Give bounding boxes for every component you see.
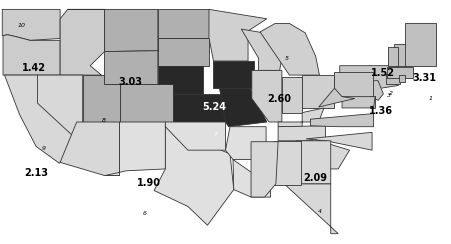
Polygon shape bbox=[233, 160, 271, 197]
Polygon shape bbox=[388, 47, 398, 66]
Text: 8: 8 bbox=[102, 118, 106, 123]
Text: 3.31: 3.31 bbox=[412, 73, 436, 83]
Text: 3.03: 3.03 bbox=[119, 77, 143, 87]
Polygon shape bbox=[158, 38, 209, 66]
Polygon shape bbox=[399, 75, 405, 82]
Text: 10: 10 bbox=[18, 23, 26, 28]
Polygon shape bbox=[282, 77, 302, 113]
Text: 1.42: 1.42 bbox=[22, 63, 46, 73]
Polygon shape bbox=[296, 141, 331, 184]
Polygon shape bbox=[154, 127, 234, 225]
Text: 1.90: 1.90 bbox=[137, 178, 161, 188]
Polygon shape bbox=[226, 127, 266, 160]
Text: 1: 1 bbox=[429, 96, 433, 101]
Polygon shape bbox=[105, 122, 166, 175]
Polygon shape bbox=[281, 181, 338, 234]
Polygon shape bbox=[37, 75, 83, 141]
Polygon shape bbox=[120, 84, 173, 122]
Polygon shape bbox=[5, 75, 78, 163]
Polygon shape bbox=[60, 122, 120, 175]
Polygon shape bbox=[158, 9, 209, 51]
Polygon shape bbox=[3, 35, 60, 75]
Polygon shape bbox=[342, 97, 375, 108]
Polygon shape bbox=[260, 23, 319, 75]
Polygon shape bbox=[370, 96, 375, 108]
Polygon shape bbox=[387, 67, 414, 78]
Polygon shape bbox=[241, 29, 285, 70]
Text: 4: 4 bbox=[318, 209, 322, 214]
Text: 2.60: 2.60 bbox=[267, 94, 292, 104]
Polygon shape bbox=[386, 74, 400, 84]
Text: 3: 3 bbox=[387, 93, 391, 98]
Text: 2: 2 bbox=[390, 92, 393, 96]
Polygon shape bbox=[173, 94, 226, 122]
Text: 2.09: 2.09 bbox=[304, 173, 328, 183]
Polygon shape bbox=[405, 23, 436, 66]
Polygon shape bbox=[306, 132, 372, 150]
Text: 1.36: 1.36 bbox=[369, 106, 393, 116]
Polygon shape bbox=[394, 44, 406, 66]
Polygon shape bbox=[60, 9, 105, 75]
Text: 5: 5 bbox=[285, 56, 289, 61]
Polygon shape bbox=[278, 108, 324, 127]
Polygon shape bbox=[319, 88, 355, 107]
Polygon shape bbox=[313, 139, 350, 169]
Text: 1.52: 1.52 bbox=[370, 68, 395, 78]
Polygon shape bbox=[166, 122, 226, 150]
Polygon shape bbox=[340, 66, 398, 88]
Text: 6: 6 bbox=[143, 211, 146, 216]
Polygon shape bbox=[83, 75, 120, 122]
Polygon shape bbox=[105, 51, 158, 84]
Polygon shape bbox=[2, 9, 60, 40]
Text: 9: 9 bbox=[42, 146, 46, 151]
Polygon shape bbox=[310, 113, 373, 127]
Polygon shape bbox=[251, 142, 278, 197]
Polygon shape bbox=[335, 72, 373, 97]
Polygon shape bbox=[252, 70, 282, 122]
Polygon shape bbox=[278, 126, 326, 141]
Polygon shape bbox=[274, 141, 301, 185]
Text: 2.13: 2.13 bbox=[24, 168, 48, 178]
Polygon shape bbox=[371, 81, 383, 101]
Polygon shape bbox=[158, 66, 203, 94]
Polygon shape bbox=[213, 61, 254, 88]
Polygon shape bbox=[209, 9, 267, 61]
Text: 5.24: 5.24 bbox=[202, 102, 226, 112]
Text: 7: 7 bbox=[214, 132, 217, 137]
Polygon shape bbox=[302, 75, 335, 108]
Polygon shape bbox=[68, 9, 158, 52]
Polygon shape bbox=[220, 88, 267, 127]
